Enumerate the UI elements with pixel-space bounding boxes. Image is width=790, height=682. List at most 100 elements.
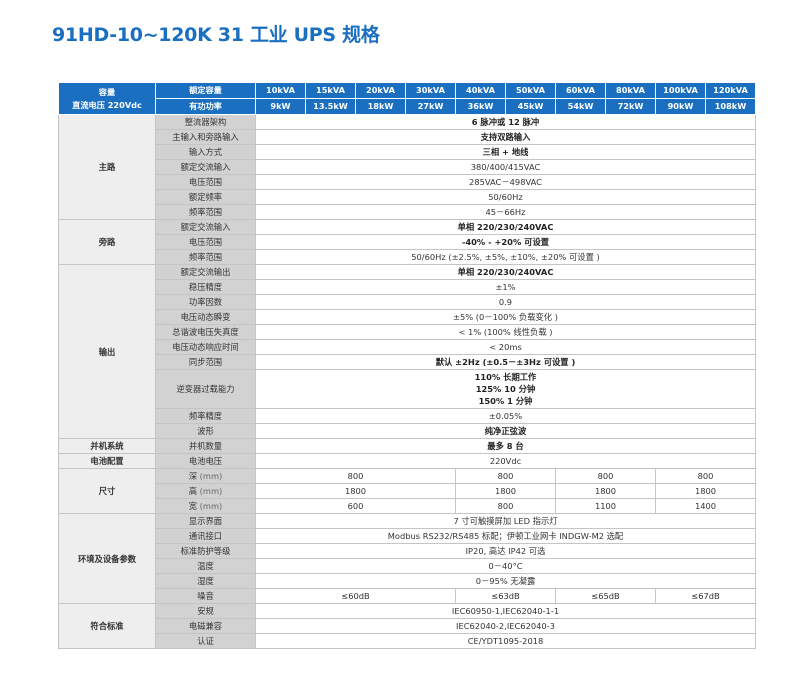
active-power-value: 90kW [655,98,706,115]
table-row: 环境及设备参数 显示界面 7 寸可触摸屏加 LED 指示灯 [58,513,756,604]
overload-line: 150% 1 分钟 [478,396,533,406]
page-title: 91HD-10~120K 31 工业 UPS 规格 [52,24,380,46]
standards-label: 认证 [155,633,256,649]
dimension-unit: (mm) [199,486,223,496]
active-power-header: 有功功率 [155,98,256,115]
main-label: 输入方式 [155,144,256,160]
bypass-value: 单相 220/230/240VAC [255,219,756,235]
standards-label: 安规 [155,603,256,619]
table-row: 电压范围 285VAC－498VAC [59,174,756,190]
rated-capacity-value: 100kVA [655,82,706,99]
env-label: 温度 [155,558,256,574]
output-value: < 20ms [255,339,756,355]
output-value: < 1% (100% 线性负载 ) [255,324,756,340]
table-row: 稳压精度 ±1% [59,279,756,295]
main-label: 主输入和旁路输入 [155,129,256,145]
table-row: 输出 额定交流输出 单相 220/230/240VAC [58,264,756,439]
size-value: 1400 [655,498,756,514]
main-value: 285VAC－498VAC [255,174,756,190]
overload-label: 逆变器过载能力 [155,369,256,409]
table-row: 尺寸深 (mm) 800 800 800 800 [58,468,756,514]
dimension-unit: (mm) [199,501,223,511]
size-value: 800 [455,468,556,484]
env-value: Modbus RS232/RS485 标配；伊顿工业网卡 INDGW-M2 选配 [255,528,756,544]
table-row: 电池配置 电池电压 220Vdc [58,453,756,469]
table-row: 额定频率 50/60Hz [59,189,756,205]
rated-capacity-value: 10kVA [255,82,306,99]
bypass-label: 电压范围 [155,234,256,250]
table-row: 输入方式 三相 + 地线 [59,144,756,160]
output-value: ±1% [255,279,756,295]
noise-value: ≤63dB [455,588,556,604]
rated-capacity-value: 50kVA [505,82,556,99]
table-row: 电压动态瞬变 ±5% (0－100% 负载变化 ) [59,309,756,325]
active-power-value: 18kW [355,98,406,115]
main-label: 电压范围 [155,174,256,190]
overload-line: 125% 10 分钟 [475,384,536,394]
main-label: 频率范围 [155,204,256,220]
spec-table: 容量 直流电压 220Vdc 额定容量 10kVA 15kVA 20kVA 30kVA 40k… [58,82,756,649]
standards-value: CE/YDT1095-2018 [255,633,756,649]
bypass-label: 频率范围 [155,249,256,265]
env-value: 7 寸可触摸屏加 LED 指示灯 [255,513,756,529]
table-row: 有功功率 9kW 13.5kW 18kW 27kW 36kW 45kW 54kW 72kW 90k… [59,98,756,115]
rated-capacity-header: 额定容量 [155,82,256,99]
rated-capacity-value: 15kVA [305,82,356,99]
table-row: 容量 直流电压 220Vdc 额定容量 10kVA 15kVA 20kVA 30kVA 40k… [58,82,756,115]
table-row: 频率范围 50/60Hz (±2.5%, ±5%, ±10%, ±20% 可设置 … [59,249,756,265]
output-label: 总谐波电压失真度 [155,324,256,340]
noise-value: ≤65dB [555,588,656,604]
size-label: 宽 (mm) [155,498,256,514]
output-value: 0.9 [255,294,756,310]
main-value: 45－66Hz [255,204,756,220]
rated-capacity-value: 80kVA [605,82,656,99]
table-row: 符合标准 安规 IEC60950-1,IEC62040-1-1 [58,603,756,649]
dimension-unit: (mm) [199,471,223,481]
active-power-value: 72kW [605,98,656,115]
battery-label: 电池电压 [155,453,256,469]
active-power-value: 36kW [455,98,506,115]
standards-category: 符合标准 [58,603,156,649]
standards-value: IEC62040-2,IEC62040-3 [255,618,756,634]
table-row: 温度 0－40°C [59,558,756,574]
main-value: 50/60Hz [255,189,756,205]
table-row: 噪音 ≤60dB ≤63dB ≤65dB ≤67dB [59,588,756,604]
table-row: 认证 CE/YDT1095-2018 [59,633,756,649]
rated-capacity-value: 60kVA [555,82,606,99]
capacity-label: 容量 [98,86,116,97]
table-row: 旁路 额定交流输入 单相 220/230/240VAC [58,219,756,265]
output-label: 额定交流输出 [155,264,256,280]
active-power-value: 9kW [255,98,306,115]
main-value: 三相 + 地线 [255,144,756,160]
main-category: 主路 [58,114,156,220]
parallel-category: 并机系统 [58,438,156,454]
output-label: 电压动态瞬变 [155,309,256,325]
bypass-label: 额定交流输入 [155,219,256,235]
active-power-value: 108kW [705,98,756,115]
dimension-label: 高 [188,486,198,496]
main-value: 6 脉冲或 12 脉冲 [255,114,756,130]
env-value: 0－40°C [255,558,756,574]
battery-category: 电池配置 [58,453,156,469]
size-value: 800 [655,468,756,484]
rated-capacity-value: 30kVA [405,82,456,99]
output-label: 波形 [155,423,256,439]
rated-capacity-value: 20kVA [355,82,406,99]
table-row: 主路 整流器架构 6 脉冲或 12 脉冲 [58,114,756,220]
env-value: 0－95% 无凝露 [255,573,756,589]
table-row: 频率范围 45－66Hz [59,204,756,220]
table-row: 并机系统 并机数量 最多 8 台 [58,438,756,454]
dc-voltage-label: 直流电压 220Vdc [72,99,142,110]
active-power-value: 54kW [555,98,606,115]
output-category: 输出 [58,264,156,439]
standards-label: 电磁兼容 [155,618,256,634]
table-row: 标准防护等级 IP20, 高达 IP42 可选 [59,543,756,559]
output-value: ±0.05% [255,408,756,424]
active-power-value: 27kW [405,98,456,115]
main-value: 380/400/415VAC [255,159,756,175]
env-value: IP20, 高达 IP42 可选 [255,543,756,559]
rated-capacity-value: 120kVA [705,82,756,99]
table-row: 额定交流输入 380/400/415VAC [59,159,756,175]
size-label: 高 (mm) [155,483,256,499]
table-row: 电压动态响应时间 < 20ms [59,339,756,355]
